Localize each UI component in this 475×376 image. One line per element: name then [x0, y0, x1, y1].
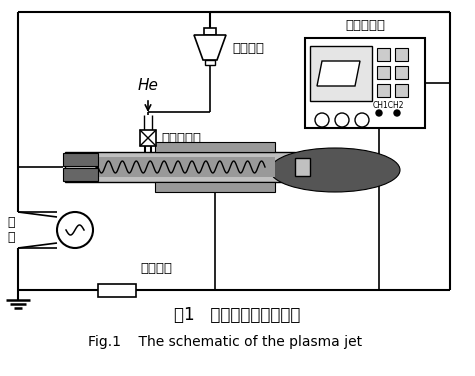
- Text: 气体流量计: 气体流量计: [161, 132, 201, 144]
- Bar: [377, 84, 390, 97]
- Bar: [155, 142, 275, 152]
- Text: CH1CH2: CH1CH2: [372, 102, 404, 111]
- Bar: [63, 153, 98, 166]
- Bar: [155, 182, 275, 192]
- Bar: [305, 38, 425, 128]
- Bar: [395, 84, 408, 97]
- Circle shape: [57, 212, 93, 248]
- Circle shape: [376, 110, 382, 116]
- Bar: [395, 48, 408, 61]
- Bar: [377, 48, 390, 61]
- Text: 电
源: 电 源: [8, 216, 15, 244]
- Text: He: He: [138, 77, 159, 92]
- Bar: [204, 28, 216, 35]
- Circle shape: [315, 113, 329, 127]
- Bar: [98, 284, 136, 297]
- Ellipse shape: [270, 148, 400, 192]
- Bar: [205, 60, 215, 65]
- Text: 高压探头: 高压探头: [232, 41, 264, 55]
- Bar: [295, 158, 310, 176]
- Polygon shape: [317, 61, 360, 86]
- Bar: [65, 152, 295, 182]
- Text: 无感电阻: 无感电阻: [141, 261, 172, 274]
- Text: 数字示波器: 数字示波器: [345, 19, 385, 32]
- Circle shape: [335, 113, 349, 127]
- Bar: [140, 130, 156, 146]
- Bar: [395, 66, 408, 79]
- Bar: [95, 157, 275, 177]
- Bar: [63, 168, 98, 181]
- Polygon shape: [194, 35, 226, 60]
- Bar: [310, 46, 372, 101]
- Text: Fig.1    The schematic of the plasma jet: Fig.1 The schematic of the plasma jet: [88, 335, 362, 349]
- Circle shape: [394, 110, 400, 116]
- Circle shape: [355, 113, 369, 127]
- Text: 图1   射流放电装置示意图: 图1 射流放电装置示意图: [174, 306, 300, 324]
- Bar: [377, 66, 390, 79]
